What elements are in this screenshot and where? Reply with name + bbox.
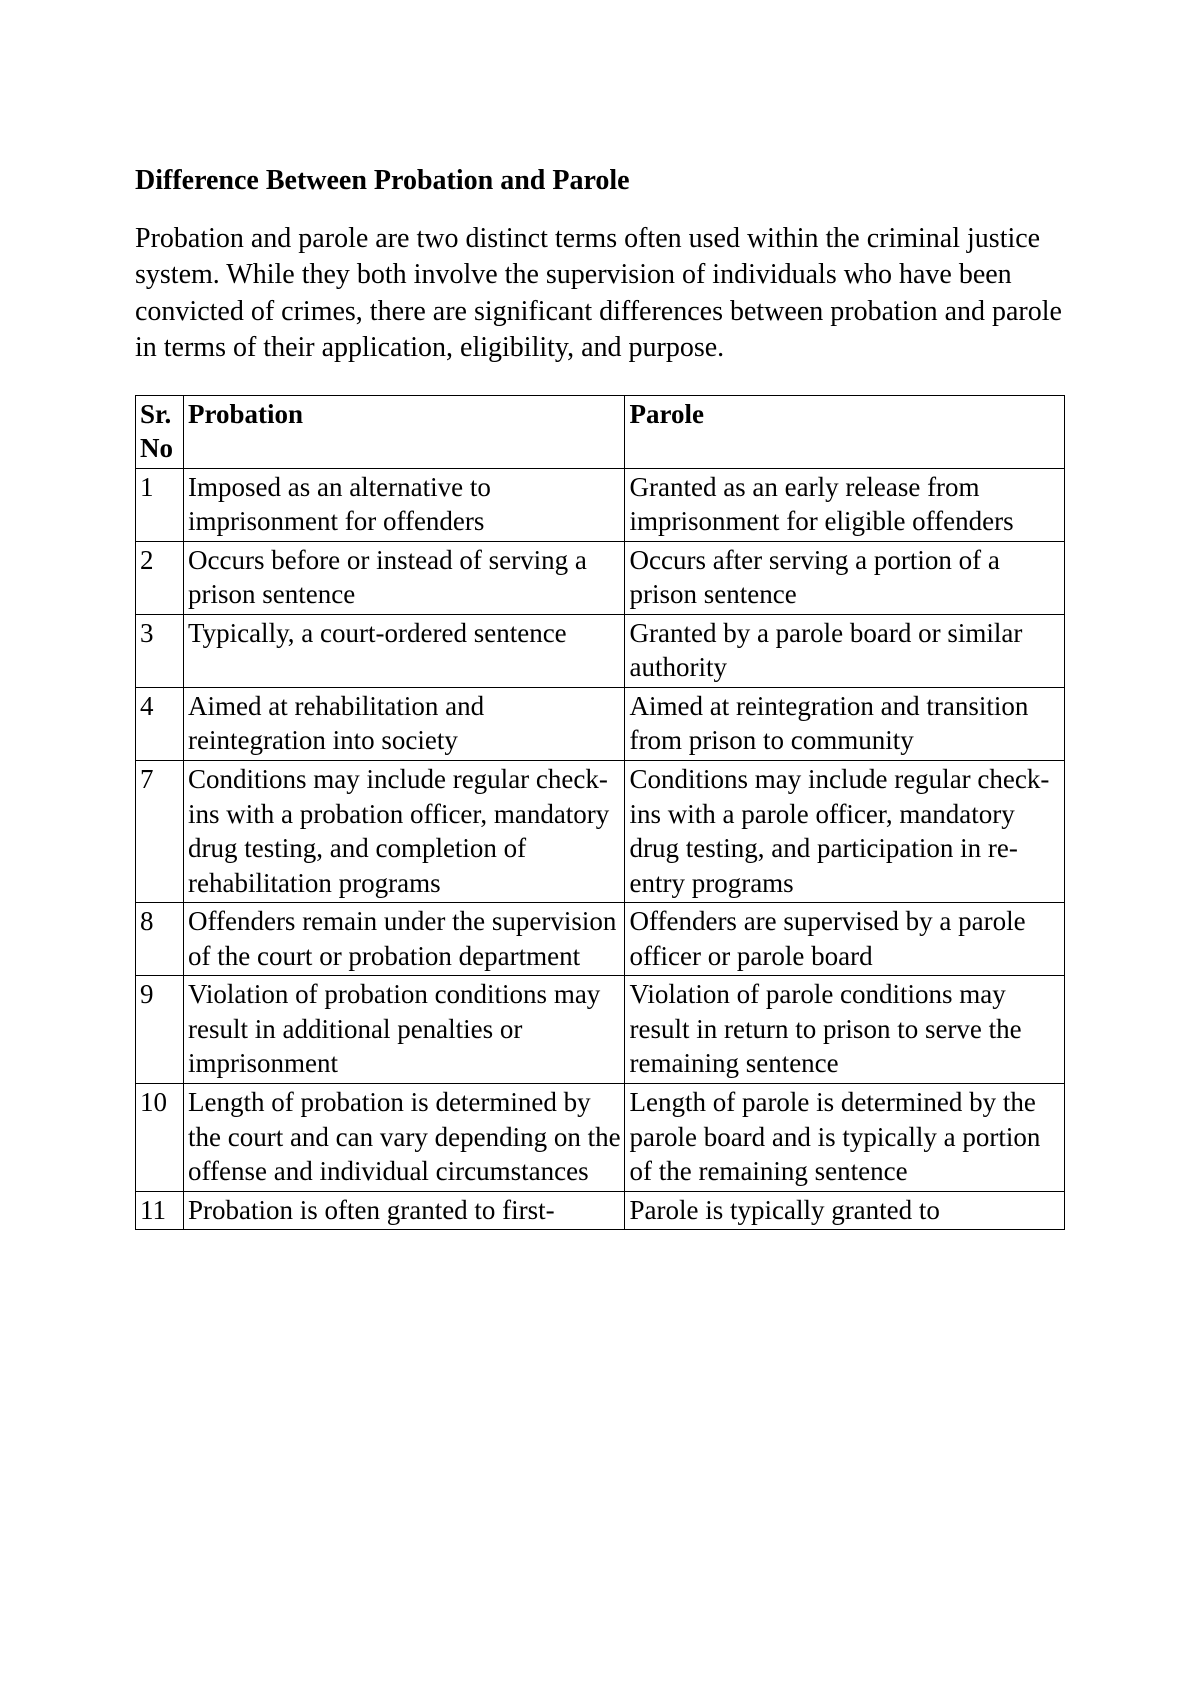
cell-probation: Imposed as an alternative to imprisonmen… (183, 468, 625, 541)
table-header-row: Sr. No Probation Parole (136, 395, 1065, 468)
cell-sr-no: 2 (136, 541, 184, 614)
table-row: 7Conditions may include regular check-in… (136, 761, 1065, 903)
cell-probation: Probation is often granted to first- (183, 1191, 625, 1230)
cell-parole: Granted by a parole board or similar aut… (625, 614, 1065, 687)
cell-parole: Aimed at reintegration and transition fr… (625, 687, 1065, 760)
cell-sr-no: 9 (136, 976, 184, 1084)
col-header-parole: Parole (625, 395, 1065, 468)
cell-sr-no: 7 (136, 761, 184, 903)
cell-probation: Typically, a court-ordered sentence (183, 614, 625, 687)
cell-sr-no: 3 (136, 614, 184, 687)
cell-probation: Conditions may include regular check-ins… (183, 761, 625, 903)
cell-probation: Offenders remain under the supervision o… (183, 903, 625, 976)
table-row: 2Occurs before or instead of serving a p… (136, 541, 1065, 614)
cell-parole: Length of parole is determined by the pa… (625, 1083, 1065, 1191)
cell-parole: Parole is typically granted to (625, 1191, 1065, 1230)
cell-parole: Granted as an early release from impriso… (625, 468, 1065, 541)
intro-paragraph: Probation and parole are two distinct te… (135, 221, 1065, 367)
col-header-sr: Sr. No (136, 395, 184, 468)
cell-parole: Occurs after serving a portion of a pris… (625, 541, 1065, 614)
cell-sr-no: 8 (136, 903, 184, 976)
col-header-probation: Probation (183, 395, 625, 468)
cell-sr-no: 1 (136, 468, 184, 541)
table-row: 3Typically, a court-ordered sentenceGran… (136, 614, 1065, 687)
cell-probation: Occurs before or instead of serving a pr… (183, 541, 625, 614)
cell-sr-no: 4 (136, 687, 184, 760)
cell-probation: Length of probation is determined by the… (183, 1083, 625, 1191)
table-row: 10Length of probation is determined by t… (136, 1083, 1065, 1191)
cell-probation: Violation of probation conditions may re… (183, 976, 625, 1084)
cell-parole: Conditions may include regular check-ins… (625, 761, 1065, 903)
table-row: 9Violation of probation conditions may r… (136, 976, 1065, 1084)
page-title: Difference Between Probation and Parole (135, 165, 1065, 197)
table-row: 1Imposed as an alternative to imprisonme… (136, 468, 1065, 541)
cell-parole: Offenders are supervised by a parole off… (625, 903, 1065, 976)
table-row: 4Aimed at rehabilitation and reintegrati… (136, 687, 1065, 760)
table-row: 11Probation is often granted to first-Pa… (136, 1191, 1065, 1230)
comparison-table: Sr. No Probation Parole 1Imposed as an a… (135, 395, 1065, 1231)
cell-sr-no: 11 (136, 1191, 184, 1230)
table-row: 8Offenders remain under the supervision … (136, 903, 1065, 976)
cell-probation: Aimed at rehabilitation and reintegratio… (183, 687, 625, 760)
cell-sr-no: 10 (136, 1083, 184, 1191)
cell-parole: Violation of parole conditions may resul… (625, 976, 1065, 1084)
